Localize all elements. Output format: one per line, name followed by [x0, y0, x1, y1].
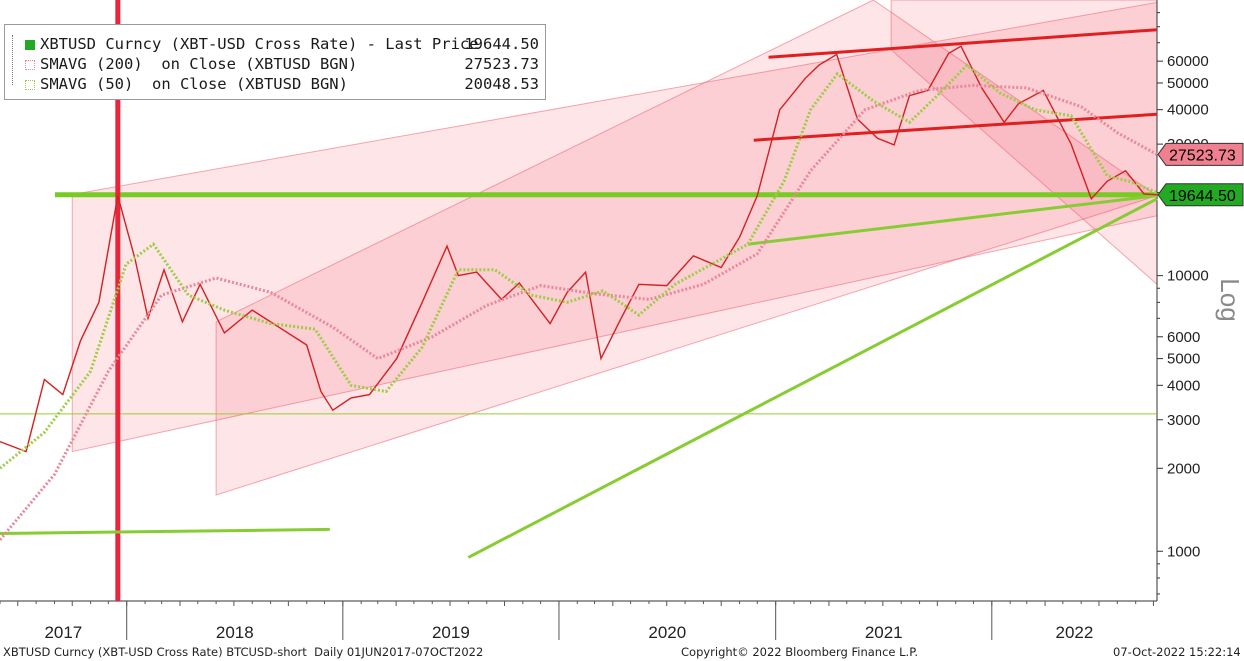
- chart-legend: XBTUSD Curncy (XBT-USD Cross Rate) - Las…: [4, 24, 546, 100]
- x-tick-label: 2017: [44, 623, 82, 642]
- series-lines: [0, 45, 1158, 541]
- legend-value: 19644.50: [464, 35, 539, 53]
- trend-channels: [71, 0, 1159, 496]
- y-tick-label: 60000: [1167, 53, 1209, 70]
- log-scale-label: Log: [1215, 278, 1244, 321]
- trend-line: [467, 197, 1158, 559]
- price-tag-box: [1157, 183, 1244, 207]
- legend-item-last-price[interactable]: XBTUSD Curncy (XBT-USD Cross Rate) - Las…: [5, 35, 545, 55]
- legend-item-sma200[interactable]: SMAVG (200) on Close (XBTUSD BGN) 27523.…: [5, 55, 545, 75]
- x-axis: 2017 2018 2019 2020 2021 2022: [0, 601, 1154, 642]
- y-axis: 1000200030004000500060001000020000300004…: [1157, 12, 1209, 595]
- price-tag-box: [1157, 142, 1244, 166]
- legend-tree-connector: [12, 35, 19, 85]
- sma50-swatch: [25, 80, 35, 90]
- footer-timestamp: 07-Oct-2022 15:22:14: [1113, 645, 1241, 659]
- price-line: [0, 45, 1158, 453]
- y-tick-label: 5000: [1167, 351, 1200, 368]
- trend-line: [768, 28, 1158, 59]
- legend-label: XBTUSD Curncy (XBT-USD Cross Rate) - Las…: [40, 35, 479, 53]
- price-tag-label: 27523.73: [1169, 147, 1236, 164]
- x-tick-label: 2020: [648, 623, 686, 642]
- sma200-swatch: [25, 60, 35, 70]
- footer-description: XBTUSD Curncy (XBT-USD Cross Rate) BTCUS…: [3, 645, 484, 659]
- legend-value: 20048.53: [464, 75, 539, 93]
- chart-frame: [0, 0, 1158, 602]
- legend-value: 27523.73: [464, 55, 539, 73]
- last-price-swatch: [25, 40, 35, 50]
- x-tick-label: 2019: [432, 623, 470, 642]
- trend-lines: [0, 0, 1158, 601]
- y-tick-label: 50000: [1167, 75, 1209, 92]
- sma50-line: [0, 63, 1158, 470]
- y-tick-label: 2000: [1167, 460, 1200, 477]
- y-tick-label: 1000: [1167, 543, 1200, 560]
- legend-label: SMAVG (50) on Close (XBTUSD BGN): [40, 75, 348, 93]
- trend-line: [753, 112, 1158, 142]
- y-tick-label: 6000: [1167, 329, 1200, 346]
- legend-label: SMAVG (200) on Close (XBTUSD BGN): [40, 55, 358, 73]
- y-tick-label: 4000: [1167, 377, 1200, 394]
- x-tick-label: 2021: [865, 623, 903, 642]
- price-tag-sma200: 27523.73: [1157, 142, 1244, 166]
- trend-line: [0, 527, 330, 535]
- y-tick-label: 40000: [1167, 102, 1209, 119]
- y-tick-label: 10000: [1167, 268, 1209, 285]
- price-tag-label: 19644.50: [1169, 188, 1236, 205]
- sma200-line: [0, 83, 1158, 541]
- legend-item-sma50[interactable]: SMAVG (50) on Close (XBTUSD BGN) 20048.5…: [5, 75, 545, 95]
- chart-footer: XBTUSD Curncy (XBT-USD Cross Rate) BTCUS…: [0, 642, 1244, 661]
- price-tags: 27523.73 19644.50: [1157, 142, 1244, 207]
- x-tick-label: 2022: [1055, 623, 1093, 642]
- x-tick-label: 2018: [216, 623, 254, 642]
- y-tick-label: 3000: [1167, 412, 1200, 429]
- trend-line: [747, 194, 1158, 246]
- footer-copyright: Copyright© 2022 Bloomberg Finance L.P.: [681, 645, 918, 659]
- price-tag-last-price: 19644.50: [1157, 183, 1244, 207]
